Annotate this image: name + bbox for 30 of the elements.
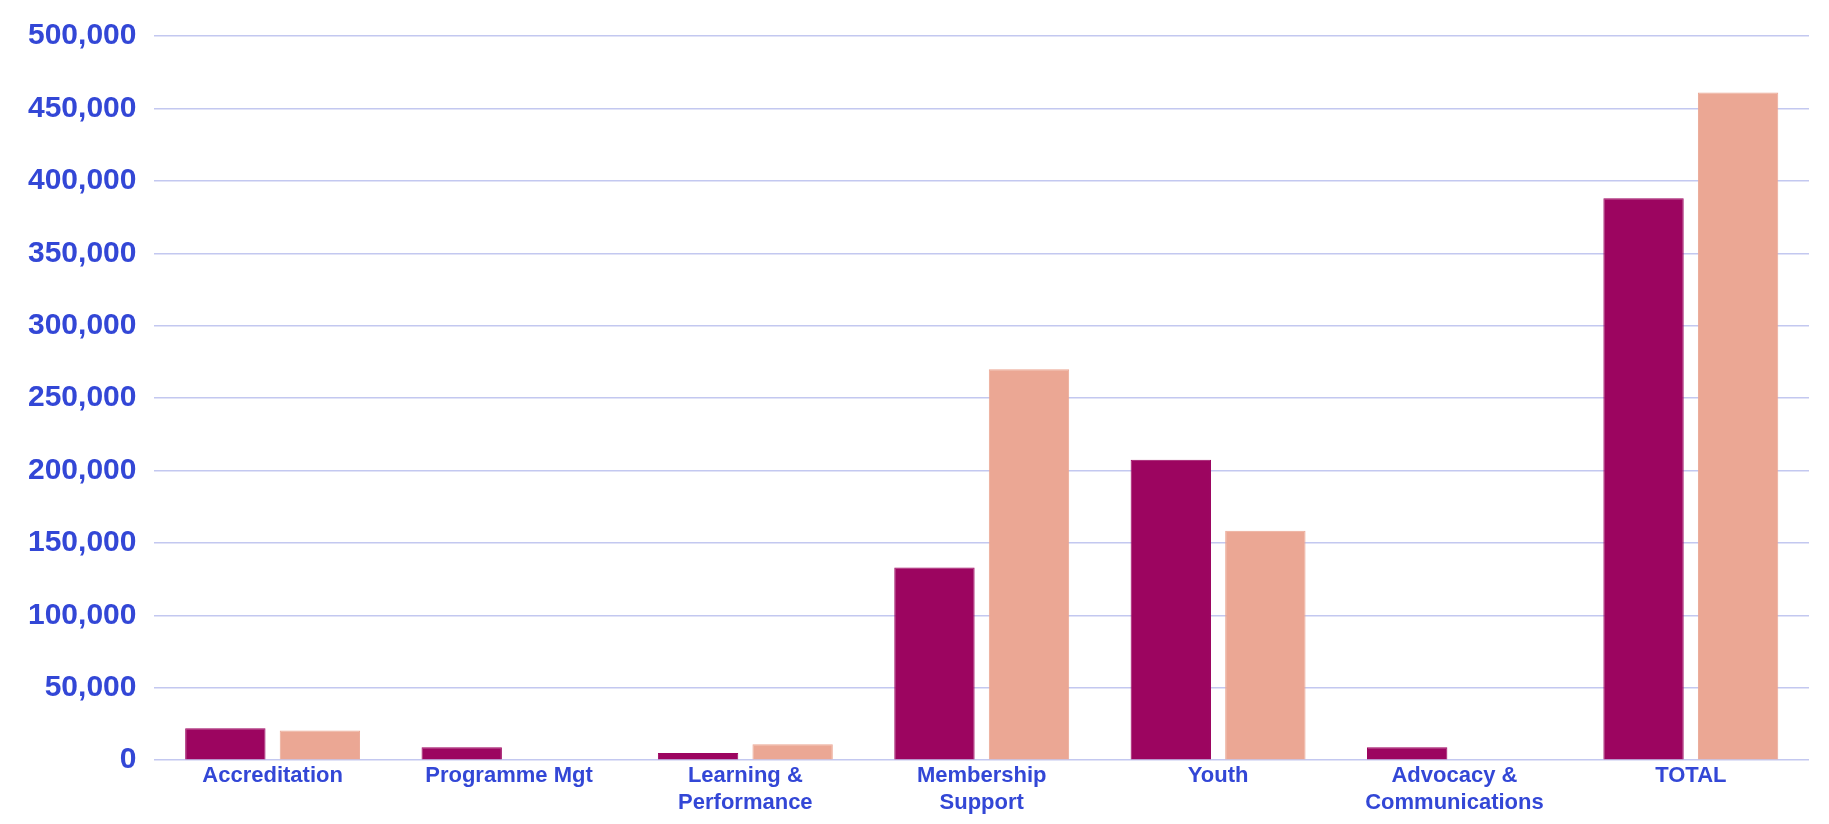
bar <box>185 728 266 760</box>
bar <box>1130 459 1211 760</box>
bar <box>894 567 975 760</box>
y-tick-label: 400,000 <box>27 162 137 196</box>
y-tick-label: 300,000 <box>27 306 137 340</box>
y-tick-label: 450,000 <box>27 89 137 123</box>
y-tick-label: 50,000 <box>44 669 137 703</box>
y-tick-label: 350,000 <box>27 234 137 268</box>
bar <box>657 752 739 760</box>
bar <box>1225 530 1306 760</box>
x-tick-label: Youth <box>1187 762 1249 788</box>
y-tick-label: 100,000 <box>27 596 137 630</box>
x-tick-label: Programme Mgt <box>425 762 594 788</box>
x-tick-label: TOTAL <box>1655 762 1727 788</box>
bar <box>421 747 502 760</box>
bar <box>988 369 1070 760</box>
x-tick-label: Learning & Performance <box>678 762 813 814</box>
x-tick-label: Membership Support <box>916 762 1047 814</box>
bar <box>1367 747 1448 760</box>
y-tick-label: 200,000 <box>27 451 137 485</box>
bar <box>1697 92 1779 760</box>
x-tick-label: Advocacy & Communications <box>1365 762 1544 814</box>
y-tick-label: 150,000 <box>27 524 137 558</box>
y-tick-label: 0 <box>119 741 137 775</box>
bar <box>279 730 361 760</box>
bar <box>752 744 833 760</box>
y-tick-label: 250,000 <box>27 379 137 413</box>
bar <box>1603 198 1684 760</box>
y-tick-label: 500,000 <box>27 17 137 51</box>
x-tick-label: Accreditation <box>202 762 343 788</box>
